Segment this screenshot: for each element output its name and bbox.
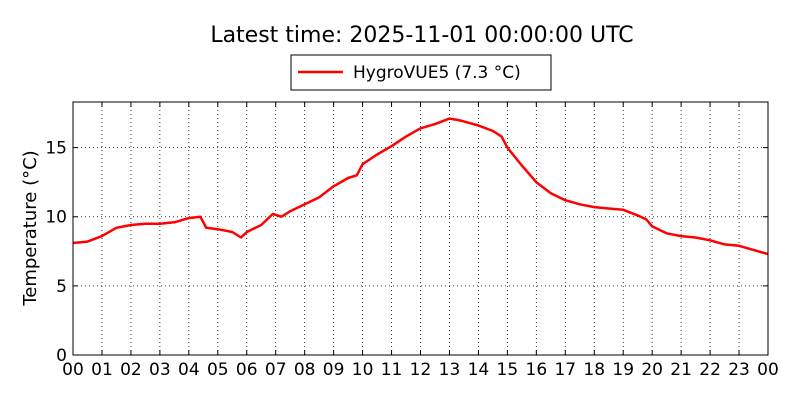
x-tick-label: 11	[381, 360, 403, 380]
x-tick-label: 08	[294, 360, 316, 380]
x-tick-label: 23	[728, 360, 750, 380]
x-tick-label: 17	[554, 360, 576, 380]
x-tick-label: 19	[612, 360, 634, 380]
x-tick-label: 12	[410, 360, 432, 380]
x-tick-label: 09	[323, 360, 345, 380]
x-tick-label: 00	[62, 360, 84, 380]
x-tick-label: 06	[236, 360, 258, 380]
y-tick-labels: 0 5 10 15	[45, 139, 67, 366]
x-tick-label: 10	[352, 360, 374, 380]
legend: HygroVUE5 (7.3 °C)	[290, 54, 552, 91]
x-tick-label: 18	[583, 360, 605, 380]
x-tick-label: 00	[757, 360, 779, 380]
x-tick-label: 04	[178, 360, 200, 380]
x-tick-label: 03	[149, 360, 171, 380]
series-line-hygrovue5	[72, 117, 769, 256]
x-tick-label: 21	[670, 360, 692, 380]
legend-entry-label: HygroVUE5 (7.3 °C)	[353, 63, 521, 83]
series-layer	[72, 117, 769, 256]
y-tick-label: 10	[45, 208, 67, 228]
x-tick-label: 01	[91, 360, 113, 380]
y-axis-label: Temperature (°C)	[20, 150, 41, 306]
axes	[72, 101, 769, 356]
y-tick-label: 0	[56, 346, 67, 366]
y-tick-label: 5	[56, 277, 67, 297]
x-tick-label: 13	[439, 360, 461, 380]
grid	[73, 102, 768, 355]
x-tick-label: 07	[265, 360, 287, 380]
x-tick-label: 22	[699, 360, 721, 380]
x-tick-label: 15	[497, 360, 519, 380]
y-tick-label: 15	[45, 139, 67, 159]
x-tick-label: 05	[207, 360, 229, 380]
x-tick-label: 14	[468, 360, 490, 380]
chart-title: Latest time: 2025-11-01 00:00:00 UTC	[210, 23, 633, 48]
x-tick-labels: 00 01 02 03 04 05 06 07 08 09 10 11 12 13 14 15 16 17 18 19…	[62, 360, 779, 380]
x-tick-label: 16	[526, 360, 548, 380]
x-tick-label: 02	[120, 360, 142, 380]
x-tick-label: 20	[641, 360, 663, 380]
plot-frame	[72, 101, 769, 356]
